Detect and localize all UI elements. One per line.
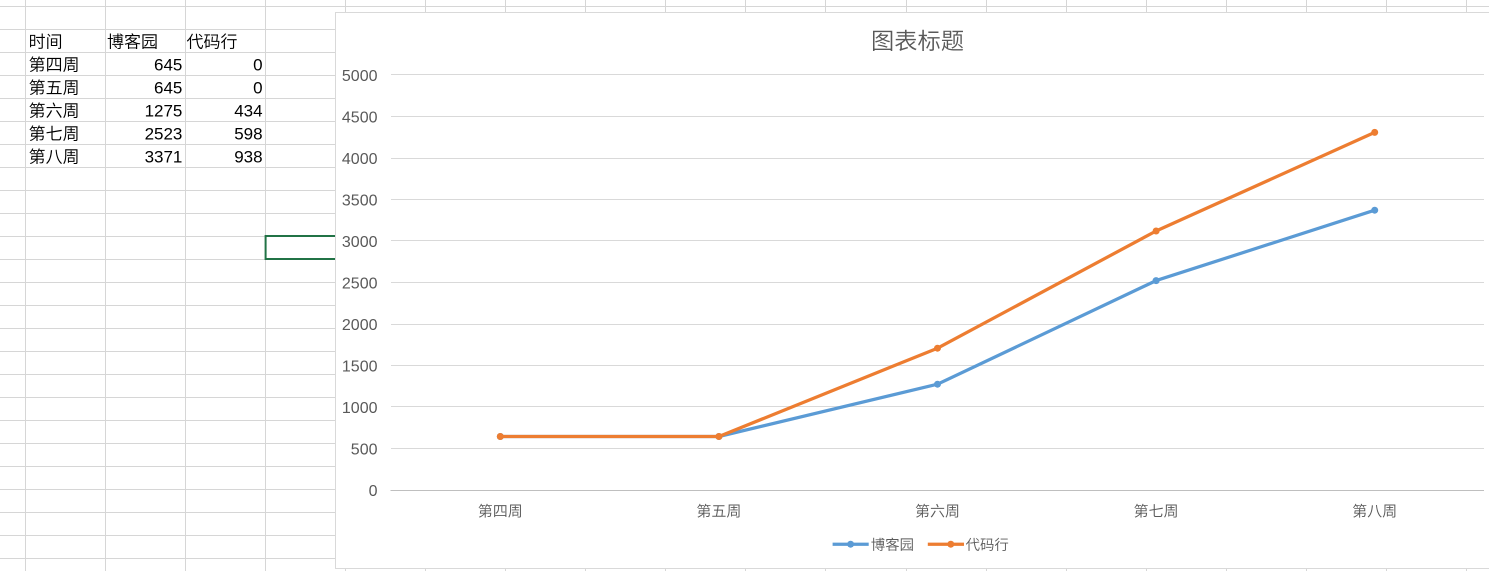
svg-text:434: 434 — [234, 102, 262, 121]
svg-text:2500: 2500 — [342, 275, 378, 292]
svg-text:4000: 4000 — [342, 151, 378, 168]
svg-text:500: 500 — [351, 441, 378, 458]
svg-text:645: 645 — [154, 79, 182, 98]
svg-text:5000: 5000 — [342, 68, 378, 85]
svg-text:3371: 3371 — [145, 148, 183, 167]
svg-text:938: 938 — [234, 148, 262, 167]
svg-text:0: 0 — [253, 79, 262, 98]
svg-text:3500: 3500 — [342, 192, 378, 209]
svg-text:4500: 4500 — [342, 109, 378, 126]
svg-text:1500: 1500 — [342, 358, 378, 375]
svg-text:645: 645 — [154, 56, 182, 75]
svg-text:2000: 2000 — [342, 317, 378, 334]
svg-text:598: 598 — [234, 125, 262, 144]
svg-text:2523: 2523 — [145, 125, 183, 144]
svg-text:0: 0 — [369, 483, 378, 500]
svg-text:1000: 1000 — [342, 400, 378, 417]
svg-text:0: 0 — [253, 56, 262, 75]
svg-text:3000: 3000 — [342, 234, 378, 251]
svg-text:1275: 1275 — [145, 102, 183, 121]
